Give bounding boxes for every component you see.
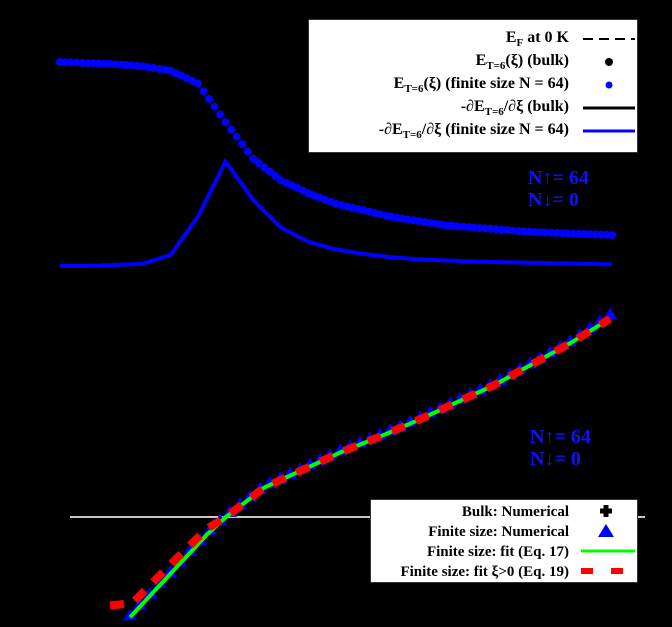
black-line-icon <box>579 97 637 119</box>
red-dashed-line-icon <box>579 561 637 583</box>
plus-marker-icon <box>579 501 637 523</box>
legend-item-energy-bulk: ET=6(ξ) (bulk) <box>309 51 637 73</box>
legend-item-energy-finite: ET=6(ξ) (finite size N = 64) <box>309 74 637 96</box>
legend-item-fermi-energy: EF at 0 K <box>309 28 637 50</box>
dashed-line-icon <box>579 28 637 50</box>
legend-item-finite-numerical: Finite size: Numerical <box>371 522 637 542</box>
bottom-spin-annotation: N↑= 64 N↓= 0 <box>530 426 591 470</box>
blue-line-icon <box>579 120 637 142</box>
black-dot-icon <box>579 51 637 73</box>
legend-item-fit-eq19: Finite size: fit ξ>0 (Eq. 19) <box>371 562 637 582</box>
top-spin-annotation: N↑= 64 N↓= 0 <box>528 167 589 211</box>
bottom-legend: Bulk: Numerical Finite size: Numerical F… <box>370 499 638 583</box>
triangle-marker-icon <box>579 521 637 543</box>
legend-item-bulk-numerical: Bulk: Numerical <box>371 502 637 522</box>
legend-item-fit-eq17: Finite size: fit (Eq. 17) <box>371 542 637 562</box>
legend-item-deriv-finite: -∂ET=6/∂ξ (finite size N = 64) <box>309 120 637 142</box>
legend-item-deriv-bulk: -∂ET=6/∂ξ (bulk) <box>309 97 637 119</box>
green-line-icon <box>579 541 637 563</box>
top-legend: EF at 0 K ET=6(ξ) (bulk) ET=6(ξ) (finite… <box>308 19 638 153</box>
blue-dot-icon <box>579 74 637 96</box>
